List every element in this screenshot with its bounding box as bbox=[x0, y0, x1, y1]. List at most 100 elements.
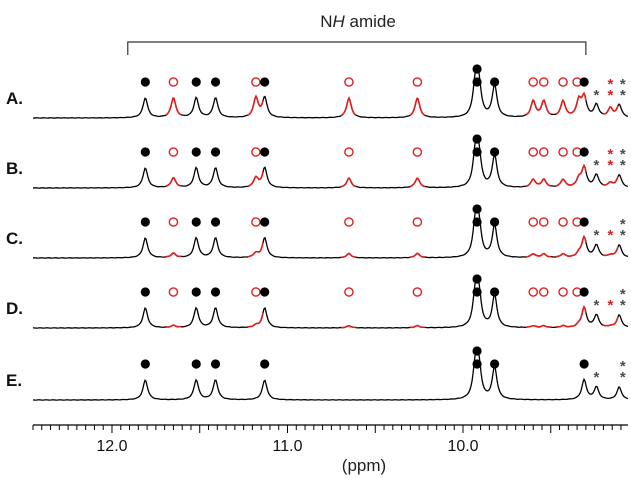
spectrum-peak-red bbox=[602, 105, 619, 115]
peak-marker-filled bbox=[191, 359, 201, 369]
peak-marker-asterisk: * bbox=[608, 157, 614, 174]
spectrum-label: C. bbox=[6, 229, 23, 248]
peak-marker-filled bbox=[210, 77, 221, 87]
spectrum-peak-red bbox=[247, 312, 264, 328]
spectrum-peak-red bbox=[409, 324, 426, 329]
spectrum-peak-red bbox=[535, 252, 552, 258]
spectrum-peak-red bbox=[602, 176, 619, 186]
peak-marker-filled bbox=[210, 147, 221, 157]
peak-marker-open bbox=[344, 147, 354, 157]
peak-marker-filled bbox=[140, 359, 150, 369]
peak-marker-open bbox=[344, 217, 354, 227]
amide-bracket: NH amide bbox=[127, 12, 587, 55]
peak-marker-asterisk: * bbox=[608, 297, 614, 314]
spectrum-peak-red bbox=[555, 252, 572, 258]
peak-marker-filled bbox=[490, 359, 500, 369]
peak-marker-asterisk: * bbox=[620, 146, 626, 163]
spectrum-peak-red bbox=[409, 177, 426, 188]
peak-marker-asterisk: * bbox=[608, 87, 614, 104]
spectrum-peak-red bbox=[602, 316, 619, 327]
x-axis-ticks: 12.0 11.0 10.0 bbox=[32, 425, 622, 455]
spectrum-peak-red bbox=[525, 178, 542, 187]
spectrum-label: A. bbox=[6, 89, 23, 108]
spectrum-peak-red bbox=[247, 171, 264, 187]
spectrum-peak-red bbox=[602, 246, 619, 257]
peak-marker-open bbox=[538, 77, 549, 87]
peak-marker-filled bbox=[191, 217, 201, 227]
peak-marker-filled bbox=[490, 217, 500, 227]
spectrum-peak-red bbox=[570, 163, 587, 186]
peak-marker-filled bbox=[472, 217, 482, 227]
peak-marker-open bbox=[528, 287, 539, 297]
spectrum-peak-red bbox=[340, 96, 357, 117]
spectrum-peak-red bbox=[535, 98, 552, 115]
peak-marker-asterisk: * bbox=[620, 227, 626, 244]
peak-marker-open bbox=[251, 217, 261, 227]
peak-marker-open bbox=[251, 77, 261, 87]
peak-marker-filled bbox=[472, 287, 482, 297]
spectrum-labels: A. B. C. D. E. bbox=[6, 89, 23, 390]
peak-marker-open bbox=[558, 287, 568, 297]
peak-marker-filled bbox=[490, 77, 500, 87]
spectrum-peak-red bbox=[166, 324, 182, 328]
peak-marker-asterisk: * bbox=[620, 157, 626, 174]
peak-marker-open bbox=[168, 147, 179, 157]
peak-marker-filled bbox=[472, 359, 482, 369]
x-axis-title: (ppm) bbox=[342, 456, 386, 475]
peak-marker-open bbox=[528, 77, 539, 87]
peak-marker-open bbox=[344, 287, 354, 297]
peak-marker-open bbox=[251, 287, 261, 297]
spectrum-peak-red bbox=[247, 242, 264, 258]
peak-marker-filled bbox=[472, 134, 482, 144]
spectrum-peak-red bbox=[535, 324, 552, 328]
bracket-label-n: N bbox=[320, 12, 332, 31]
peak-marker-asterisk: * bbox=[593, 297, 599, 314]
spectrum-peak-red bbox=[247, 94, 264, 116]
x-axis: 12.0 11.0 10.0 (ppm) bbox=[32, 424, 628, 475]
peak-marker-open bbox=[528, 217, 539, 227]
peak-marker-filled bbox=[579, 287, 589, 297]
peak-marker-filled bbox=[579, 217, 589, 227]
peak-marker-asterisk: * bbox=[608, 227, 614, 244]
spectra-group bbox=[32, 69, 629, 401]
peak-marker-filled bbox=[191, 77, 201, 87]
spectrum-peak-red bbox=[165, 97, 182, 116]
spectrum-line bbox=[32, 139, 629, 189]
x-tick-label: 10.0 bbox=[447, 438, 478, 455]
peak-marker-open bbox=[168, 217, 179, 227]
peak-marker-filled bbox=[490, 147, 500, 157]
peak-marker-filled bbox=[210, 287, 221, 297]
peak-marker-filled bbox=[260, 147, 270, 157]
peak-marker-open bbox=[528, 147, 539, 157]
bracket-label: NH amide bbox=[320, 12, 396, 31]
peak-marker-open bbox=[558, 77, 568, 87]
spectrum-peak-red bbox=[555, 178, 572, 187]
peak-marker-filled bbox=[472, 274, 482, 284]
peak-marker-filled bbox=[140, 287, 150, 297]
peak-marker-open bbox=[412, 77, 423, 87]
peak-marker-open bbox=[538, 147, 549, 157]
peak-marker-asterisk: * bbox=[593, 157, 599, 174]
bracket-label-h: H bbox=[332, 12, 345, 31]
peak-marker-asterisk: * bbox=[608, 146, 614, 163]
peak-marker-open bbox=[412, 287, 423, 297]
peak-marker-open bbox=[412, 217, 423, 227]
spectrum-peak-red bbox=[555, 324, 572, 328]
peak-marker-filled bbox=[579, 147, 589, 157]
peak-marker-asterisk: * bbox=[620, 297, 626, 314]
peak-marker-filled bbox=[579, 359, 589, 369]
peak-marker-asterisk: * bbox=[620, 76, 626, 93]
peak-marker-filled bbox=[191, 287, 201, 297]
spectrum-line bbox=[32, 279, 629, 329]
peak-marker-filled bbox=[472, 204, 482, 214]
peak-marker-filled bbox=[472, 147, 482, 157]
spectrum-line bbox=[32, 69, 629, 119]
spectrum-peak-red bbox=[570, 91, 587, 114]
peak-marker-asterisk: * bbox=[608, 76, 614, 93]
peak-marker-open bbox=[538, 217, 549, 227]
peak-marker-asterisk: * bbox=[620, 369, 626, 386]
peak-marker-filled bbox=[260, 287, 270, 297]
peak-marker-open bbox=[168, 77, 179, 87]
spectrum-line bbox=[32, 351, 629, 401]
